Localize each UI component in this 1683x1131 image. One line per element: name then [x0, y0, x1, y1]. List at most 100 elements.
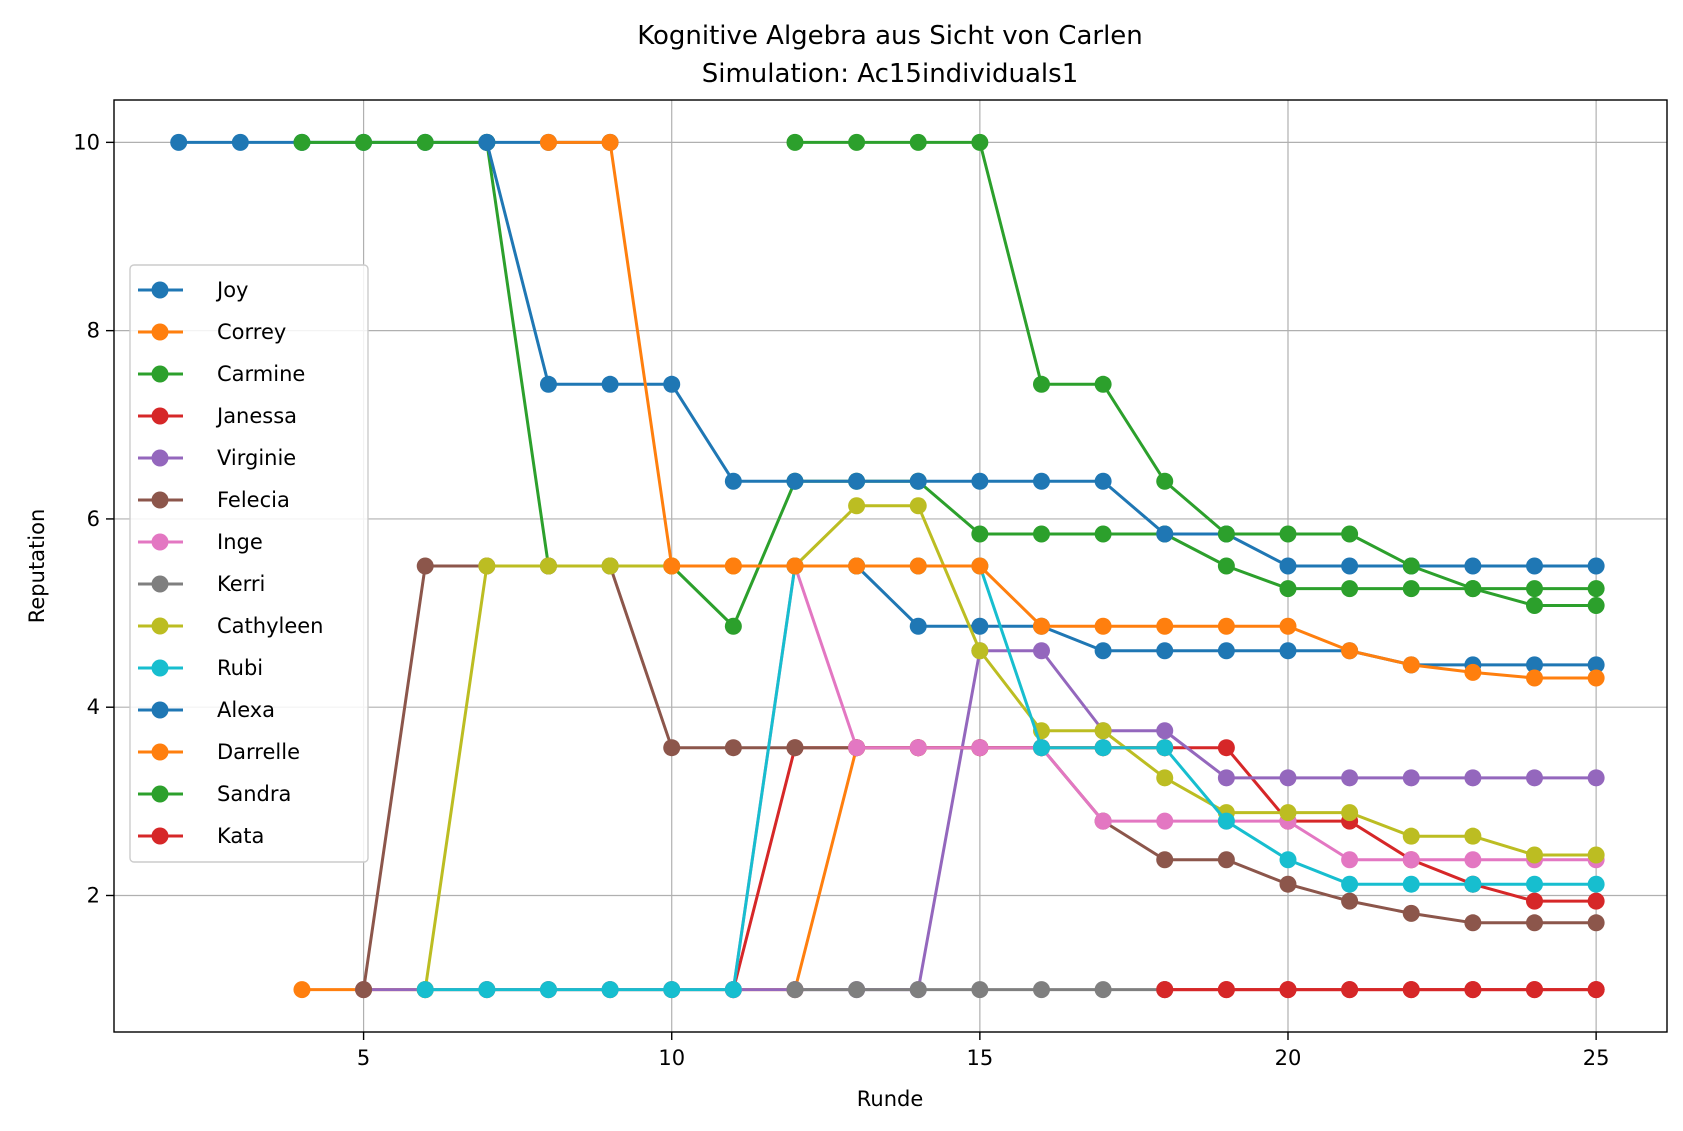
series-darrelle-point — [1094, 617, 1112, 635]
series-virginie-point — [1032, 642, 1050, 660]
legend-label: Sandra — [217, 782, 291, 806]
series-felecia-point — [1464, 914, 1482, 932]
legend-label: Virginie — [217, 446, 296, 470]
extra-segment-0-point — [909, 617, 927, 635]
legend-entry: Cathyleen — [138, 614, 324, 638]
series-alexa-point — [1032, 472, 1050, 490]
series-felecia-point — [663, 739, 681, 757]
legend-marker — [151, 323, 169, 341]
series-darrelle-point — [1402, 656, 1420, 674]
series-sandra-point — [1526, 580, 1544, 598]
series-sandra-point — [786, 133, 804, 151]
series-alexa-point — [1156, 525, 1174, 543]
series-alexa-point — [971, 472, 989, 490]
series-inge-point — [1341, 851, 1359, 869]
legend-entry: Rubi — [138, 656, 263, 680]
legend-label: Carmine — [217, 362, 305, 386]
series-rubi-point — [601, 981, 619, 999]
legend-marker — [151, 617, 169, 635]
series-cathyleen-point — [848, 497, 866, 515]
legend-entry: Alexa — [138, 698, 275, 722]
series-carmine-point — [355, 133, 373, 151]
legend-entry: Kata — [138, 824, 264, 848]
series-sandra-point — [1402, 557, 1420, 575]
series-darrelle-point — [1217, 617, 1235, 635]
series-virginie-point — [1402, 769, 1420, 787]
x-tick-label: 15 — [966, 1046, 993, 1070]
series-kerri-point — [1094, 981, 1112, 999]
extra-segment-0-point — [1587, 656, 1605, 674]
series-alexa-line — [485, 141, 1597, 568]
y-tick-label: 6 — [87, 507, 100, 531]
series-darrelle-point — [663, 557, 681, 575]
series-rubi-point — [1341, 875, 1359, 893]
chart-title: Kognitive Algebra aus Sicht von Carlen — [637, 21, 1143, 51]
extra-segment-0-point — [971, 617, 989, 635]
series-felecia-point — [416, 557, 434, 575]
series-inge-point — [1094, 812, 1112, 830]
series-alexa-point — [1587, 557, 1605, 575]
series-felecia-point — [1587, 914, 1605, 932]
series-sandra-point — [1279, 525, 1297, 543]
series-kata — [1156, 981, 1605, 999]
series-carmine-line — [301, 140, 1597, 628]
series-cathyleen-point — [1587, 846, 1605, 864]
series-rubi-point — [663, 981, 681, 999]
legend-marker — [151, 743, 169, 761]
series-joy-point — [170, 133, 188, 151]
extra-segment-0-point — [1156, 642, 1174, 660]
series-felecia-point — [1402, 904, 1420, 922]
series-rubi-point — [1402, 875, 1420, 893]
series-sandra-line — [794, 140, 1597, 591]
legend-label: Correy — [217, 320, 286, 344]
legend-entry: Sandra — [138, 782, 291, 806]
legend-label: Inge — [217, 530, 263, 554]
series-alexa-point — [539, 375, 557, 393]
series-cathyleen-point — [478, 557, 496, 575]
legend-label: Cathyleen — [217, 614, 324, 638]
series-sandra-point — [1217, 525, 1235, 543]
series-sandra-point — [1032, 375, 1050, 393]
y-tick-label: 8 — [87, 319, 100, 343]
series-darrelle-point — [601, 133, 619, 151]
tick-layer: 5 10 15 20 25 2 4 6 8 10 — [73, 130, 1609, 1070]
legend-entry: Virginie — [138, 446, 296, 470]
series-darrelle-point — [786, 557, 804, 575]
series-carmine-point — [293, 133, 311, 151]
series-felecia-point — [1526, 914, 1544, 932]
series-layer — [170, 133, 1605, 999]
series-correy-point — [293, 981, 311, 999]
series-cathyleen-point — [601, 557, 619, 575]
series-alexa-point — [663, 375, 681, 393]
legend-entry: Janessa — [138, 404, 297, 428]
series-darrelle-point — [1032, 617, 1050, 635]
series-kerri-point — [786, 981, 804, 999]
series-darrelle-point — [971, 557, 989, 575]
series-cathyleen-point — [1341, 804, 1359, 822]
series-alexa-point — [1341, 557, 1359, 575]
series-cathyleen-point — [1279, 804, 1297, 822]
legend-marker — [151, 281, 169, 299]
series-felecia-point — [1156, 851, 1174, 869]
series-kata-point — [1464, 981, 1482, 999]
series-darrelle-point — [1587, 669, 1605, 687]
legend-marker — [151, 575, 169, 593]
series-alexa-point — [909, 472, 927, 490]
series-darrelle-point — [1156, 617, 1174, 635]
series-alexa-point — [724, 472, 742, 490]
series-inge-point — [909, 739, 927, 757]
y-axis-label: Reputation — [25, 509, 49, 624]
series-rubi-point — [1279, 851, 1297, 869]
series-darrelle-point — [909, 557, 927, 575]
series-rubi-point — [539, 981, 557, 999]
series-cathyleen-point — [909, 497, 927, 515]
legend-label: Janessa — [215, 404, 297, 428]
series-darrelle-point — [724, 557, 742, 575]
series-carmine-point — [1402, 580, 1420, 598]
series-kata-point — [1279, 981, 1297, 999]
legend-marker — [151, 533, 169, 551]
legend-marker — [151, 449, 169, 467]
legend-marker — [151, 701, 169, 719]
series-inge-point — [848, 739, 866, 757]
extra-segment-0-point — [1094, 642, 1112, 660]
